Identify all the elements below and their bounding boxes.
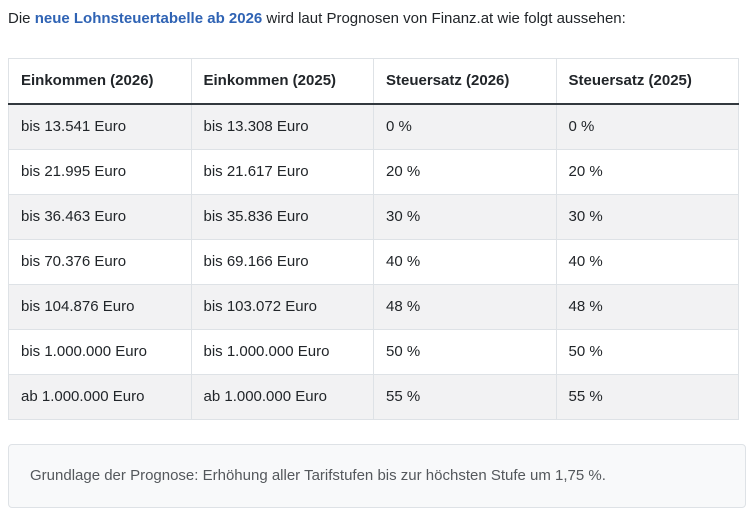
table-cell: ab 1.000.000 Euro bbox=[190, 374, 374, 420]
table-cell: 55 % bbox=[555, 374, 739, 420]
table-cell: ab 1.000.000 Euro bbox=[8, 374, 192, 420]
table-row: bis 36.463 Euro bis 35.836 Euro 30 % 30 % bbox=[8, 194, 739, 240]
table-cell: bis 70.376 Euro bbox=[8, 239, 192, 285]
table-row: bis 70.376 Euro bis 69.166 Euro 40 % 40 % bbox=[8, 239, 739, 285]
table-cell: 20 % bbox=[373, 149, 557, 195]
intro-prefix: Die bbox=[8, 10, 35, 27]
table-cell: 40 % bbox=[373, 239, 557, 285]
lohnsteuertabelle-2026-link[interactable]: neue Lohnsteuertabelle ab 2026 bbox=[34, 10, 263, 27]
table-cell: bis 1.000.000 Euro bbox=[8, 329, 192, 375]
table-row: bis 13.541 Euro bis 13.308 Euro 0 % 0 % bbox=[8, 103, 739, 150]
table-row: bis 1.000.000 Euro bis 1.000.000 Euro 50 %… bbox=[8, 329, 739, 375]
table-cell: bis 1.000.000 Euro bbox=[190, 329, 374, 375]
table-row: ab 1.000.000 Euro ab 1.000.000 Euro 55 % 55… bbox=[8, 374, 739, 420]
header-row: Einkommen (2026) Einkommen (2025) Steuer… bbox=[8, 58, 739, 105]
table-cell: 30 % bbox=[555, 194, 739, 240]
table-row: bis 21.995 Euro bis 21.617 Euro 20 % 20 % bbox=[8, 149, 739, 195]
col-header-steuersatz-2025: Steuersatz (2025) bbox=[555, 58, 739, 105]
table-cell: bis 103.072 Euro bbox=[190, 284, 374, 330]
tax-table: Einkommen (2026) Einkommen (2025) Steuer… bbox=[8, 58, 739, 420]
table-cell: 30 % bbox=[373, 194, 557, 240]
table-cell: 48 % bbox=[373, 284, 557, 330]
table-cell: bis 13.308 Euro bbox=[190, 103, 374, 150]
table-cell: 50 % bbox=[373, 329, 557, 375]
prognosis-note-box: Grundlage der Prognose: Erhöhung aller T… bbox=[8, 444, 746, 508]
table-cell: bis 35.836 Euro bbox=[190, 194, 374, 240]
table-cell: 0 % bbox=[373, 103, 557, 150]
table-cell: bis 13.541 Euro bbox=[8, 103, 192, 150]
col-header-einkommen-2025: Einkommen (2025) bbox=[190, 58, 374, 105]
tax-table-body: bis 13.541 Euro bis 13.308 Euro 0 % 0 % bis … bbox=[8, 103, 739, 420]
table-cell: 55 % bbox=[373, 374, 557, 420]
intro-paragraph: Die neue Lohnsteuertabelle ab 2026 wird … bbox=[8, 8, 746, 29]
table-cell: bis 21.617 Euro bbox=[190, 149, 374, 195]
table-cell: 40 % bbox=[555, 239, 739, 285]
table-cell: 0 % bbox=[555, 103, 739, 150]
table-cell: bis 104.876 Euro bbox=[8, 284, 192, 330]
prognosis-note-text: Grundlage der Prognose: Erhöhung aller T… bbox=[30, 467, 606, 484]
intro-suffix: wird laut Prognosen von Finanz.at wie fo… bbox=[262, 10, 626, 27]
table-cell: bis 36.463 Euro bbox=[8, 194, 192, 240]
table-cell: 20 % bbox=[555, 149, 739, 195]
col-header-einkommen-2026: Einkommen (2026) bbox=[8, 58, 192, 105]
table-row: bis 104.876 Euro bis 103.072 Euro 48 % 48 % bbox=[8, 284, 739, 330]
table-cell: 48 % bbox=[555, 284, 739, 330]
table-cell: bis 69.166 Euro bbox=[190, 239, 374, 285]
tax-table-head: Einkommen (2026) Einkommen (2025) Steuer… bbox=[8, 58, 739, 105]
table-cell: bis 21.995 Euro bbox=[8, 149, 192, 195]
table-cell: 50 % bbox=[555, 329, 739, 375]
col-header-steuersatz-2026: Steuersatz (2026) bbox=[373, 58, 557, 105]
